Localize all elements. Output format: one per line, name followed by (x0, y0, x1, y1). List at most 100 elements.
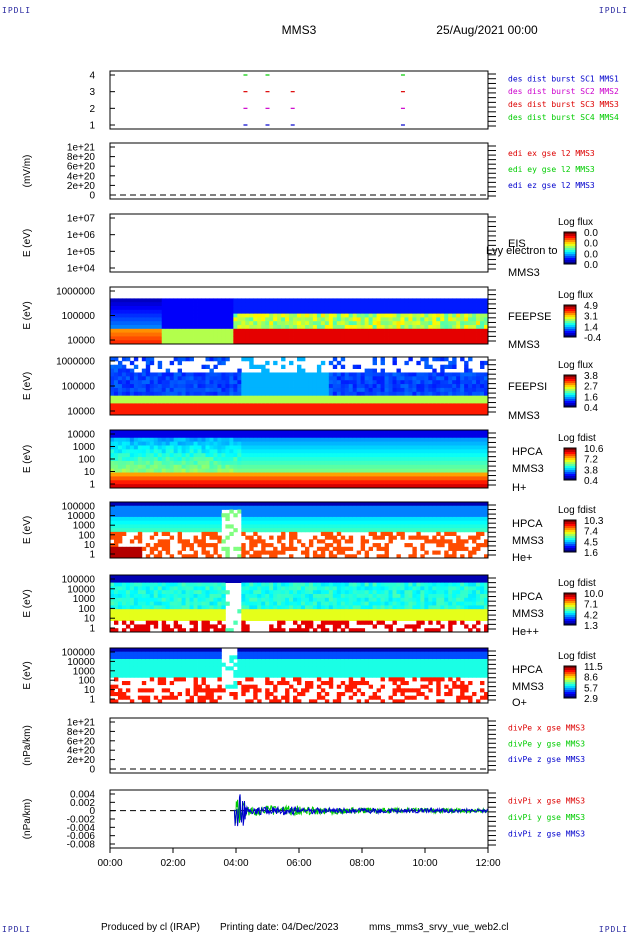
spectrogram-cell (189, 387, 194, 393)
spectrogram-cell (428, 340, 433, 345)
spectrogram-cell (161, 441, 167, 446)
spectrogram-cell (348, 298, 354, 303)
spectrogram-cell (464, 480, 469, 485)
spectrogram-cell (444, 380, 449, 385)
spectrogram-cell (217, 403, 222, 408)
spectrogram-cell (149, 302, 155, 307)
spectrogram-cell (392, 453, 397, 458)
spectrogram-cell (289, 313, 294, 318)
spectrogram-cell (388, 313, 393, 318)
spectrogram-cell (209, 302, 214, 307)
spectrogram-cell (281, 376, 286, 381)
spectrogram-cell (360, 380, 366, 385)
spectrogram-cell (304, 384, 310, 389)
spectrogram-cell (201, 546, 206, 551)
spectrogram-cell (189, 524, 194, 529)
spectrogram-cell (177, 457, 183, 462)
spectrogram-cell (113, 306, 119, 311)
spectrogram-cell (448, 445, 453, 450)
spectrogram-cell (233, 384, 238, 389)
spectrogram-cell (197, 449, 202, 454)
spectrogram-cell (388, 317, 393, 322)
spectrogram-cell (157, 364, 163, 369)
spectrogram-cell (189, 505, 194, 510)
spectrogram-cell (273, 546, 278, 551)
spectrogram-cell (205, 391, 210, 397)
spectrogram-cell (312, 468, 318, 473)
spectrogram-cell (312, 535, 318, 540)
spectrogram-cell (257, 539, 262, 544)
spectrogram-cell (137, 516, 143, 522)
spectrogram-cell (364, 384, 370, 389)
spectrogram-cell (352, 484, 358, 489)
spectrogram-cell (308, 472, 314, 477)
spectrogram-cell (153, 407, 159, 412)
spectrogram-cell (476, 391, 481, 397)
spectrogram-cell (424, 457, 429, 462)
spectrogram-cell (157, 321, 163, 326)
spectrogram-cell (137, 453, 143, 458)
spectrogram-cell (225, 460, 230, 466)
spectrogram-cell (468, 357, 473, 362)
spectrogram-cell (297, 460, 302, 466)
spectrogram-cell (141, 313, 147, 318)
spectrogram-cell (221, 513, 226, 518)
spectrogram-cell (129, 472, 135, 477)
spectrogram-cell (257, 509, 262, 514)
spectrogram-cell (189, 460, 194, 466)
spectrogram-cell (480, 407, 485, 412)
spectrogram-cell (384, 340, 389, 345)
spectrogram-cell (277, 433, 282, 439)
spectrogram-cell (344, 509, 350, 514)
spectrogram-cell (157, 528, 163, 533)
spectrogram-cell (416, 321, 421, 326)
spectrogram-cell (468, 407, 473, 412)
spectrogram-cell (444, 449, 449, 454)
spectrogram-cell (424, 317, 429, 322)
spectrogram-cell (257, 387, 262, 393)
spectrogram-cell (404, 520, 409, 525)
spectrogram-cell (293, 399, 298, 404)
spectrogram-cell (452, 313, 457, 318)
spectrogram-cell (312, 484, 318, 489)
spectrogram-cell (241, 476, 246, 481)
spectrogram-cell (253, 524, 258, 529)
spectrogram-cell (352, 528, 358, 533)
spectrogram-cell (161, 309, 167, 314)
spectrogram-cell (380, 376, 385, 381)
spectrogram-cell (285, 399, 290, 404)
spectrogram-cell (364, 505, 370, 510)
spectrogram-cell (456, 317, 461, 322)
spectrogram-cell (153, 302, 159, 307)
spectrogram-cell (121, 484, 127, 489)
spectrogram-cell (241, 516, 246, 522)
spectrogram-cell (408, 509, 413, 514)
spectrogram-cell (480, 298, 485, 303)
spectrogram-cell (424, 325, 429, 330)
spectrogram-cell (428, 460, 433, 466)
spectrogram-cell (221, 336, 226, 341)
spectrogram-cell (201, 332, 206, 337)
spectrogram-cell (412, 468, 417, 473)
spectrogram-cell (121, 528, 127, 533)
spectrogram-cell (261, 516, 266, 522)
spectrogram-cell (340, 550, 346, 555)
spectrogram-cell (225, 313, 230, 318)
spectrogram-cell (129, 360, 135, 366)
spectrogram-cell (472, 430, 477, 435)
spectrogram-cell (320, 328, 326, 333)
spectrogram-cell (312, 302, 318, 307)
spectrogram-cell (125, 509, 131, 514)
colorbar-step (564, 238, 576, 241)
spectrogram-cell (269, 509, 274, 514)
spectrogram-cell (161, 372, 167, 377)
spectrogram-cell (332, 380, 338, 385)
spectrogram-cell (340, 520, 346, 525)
spectrogram-cell (110, 524, 115, 529)
spectrogram-cell (368, 468, 374, 473)
spectrogram-cell (121, 407, 127, 412)
spectrogram-cell (456, 464, 461, 470)
spectrogram-cell (165, 468, 171, 473)
spectrogram-cell (324, 403, 330, 408)
spectrogram-cell (392, 340, 397, 345)
